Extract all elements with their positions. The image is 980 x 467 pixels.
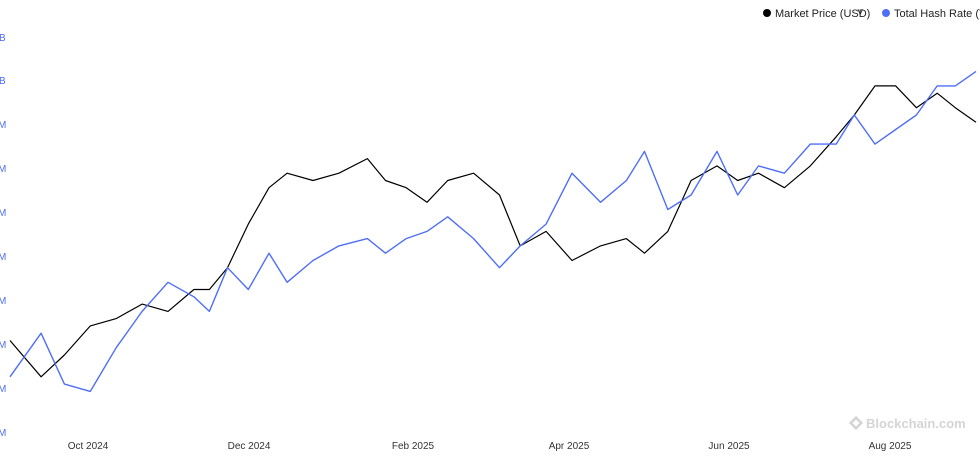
y-tick-label: M [0, 296, 6, 307]
x-tick-label: Dec 2024 [228, 441, 271, 452]
watermark-text: Blockchain.com [866, 416, 966, 431]
legend-hash-marker [882, 9, 890, 17]
x-tick-label: Oct 2024 [68, 441, 109, 452]
legend[interactable]: Market Price (USD) ˅ Total Hash Rate (TH [763, 7, 980, 20]
y-tick-label: M [0, 252, 6, 263]
series-line-hash-rate [9, 70, 977, 393]
blockchain-logo-icon [848, 415, 864, 431]
series-line-market-price [9, 85, 977, 378]
x-axis: Oct 2024 Dec 2024 Feb 2025 Apr 2025 Jun … [68, 441, 912, 452]
x-tick-label: Aug 2025 [869, 441, 912, 452]
x-tick-label: Apr 2025 [549, 441, 590, 452]
chevron-down-icon[interactable]: ˅ [857, 7, 863, 19]
legend-hash-label[interactable]: Total Hash Rate (TH [894, 8, 980, 20]
legend-price-label[interactable]: Market Price (USD) [775, 8, 870, 20]
y-tick-label: M [0, 428, 6, 439]
y-tick-label: M [0, 208, 6, 219]
y-tick-label: M [0, 164, 6, 175]
x-tick-label: Feb 2025 [392, 441, 435, 452]
y-tick-label: B [0, 76, 6, 87]
y-tick-label: M [0, 120, 6, 131]
watermark: Blockchain.com [848, 415, 966, 431]
series-layer [9, 70, 977, 393]
y-tick-label: M [0, 340, 6, 351]
legend-price-marker [763, 9, 771, 17]
y-axis-left: B B M M M M M M M M [0, 33, 6, 439]
x-tick-label: Jun 2025 [708, 441, 750, 452]
y-tick-label: M [0, 384, 6, 395]
y-tick-label: B [0, 33, 6, 44]
